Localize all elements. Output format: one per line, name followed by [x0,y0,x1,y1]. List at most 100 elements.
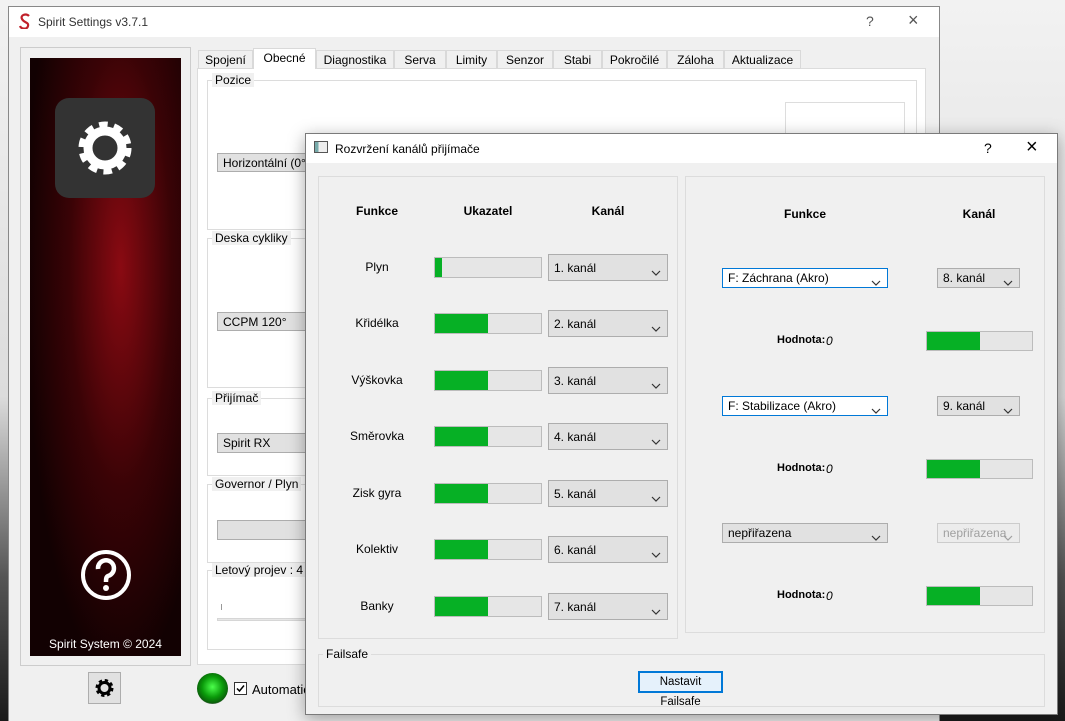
app-icon [17,13,33,30]
combobox-arrow [871,403,881,414]
combobox-arrow [651,321,661,332]
column-header: Kanál [962,207,996,221]
combobox[interactable]: nepřiřazena [722,523,888,543]
combobox-arrow [651,434,661,445]
tab[interactable]: Pokročilé [602,50,667,69]
function-label: Plyn [365,260,389,274]
value-label: Hodnota: [777,589,826,601]
level-fill [927,332,980,350]
combobox-text: 9. kanál [943,399,986,413]
column-header: Kanál [591,204,625,218]
combobox-arrow [871,275,881,286]
dialog-title-bar [306,134,1057,163]
tab[interactable]: Limity [446,50,497,69]
combobox-text: Horizontální (0°) [223,155,310,170]
combobox-text: nepřiřazena [728,526,792,540]
dialog [305,133,1058,715]
column-header: Funkce [355,204,398,218]
level-fill [435,597,488,616]
checkbox-label: Automatic [252,682,310,697]
group-title: Přijímač [212,391,262,405]
combobox-text: 7. kanál [554,599,597,614]
level-bar [434,596,542,617]
combobox-arrow [1003,275,1013,286]
function-label: Křidélka [355,316,399,330]
chevron [1003,535,1013,541]
level-bar [434,257,542,278]
chevron [1003,408,1013,414]
combobox[interactable]: F: Stabilizace (Akro) [722,396,888,416]
dialog-title: Rozvržení kanálů přijímače [335,142,480,156]
group-box [318,654,1045,707]
combobox-arrow [651,265,661,276]
chevron [651,270,661,276]
chevron [651,609,661,615]
tab[interactable]: Záloha [667,50,724,69]
tab[interactable]: Aktualizace [724,50,801,69]
checkbox[interactable] [234,682,247,695]
function-label: Kolektiv [355,542,399,556]
level-bar [434,426,542,447]
combobox[interactable]: 6. kanál [548,536,668,563]
column-header: Funkce [783,207,826,221]
combobox-text: CCPM 120° [223,314,287,329]
combobox[interactable]: 3. kanál [548,367,668,394]
level-fill [435,540,488,559]
combobox-text: 1. kanál [554,260,597,275]
combobox-text: 3. kanál [554,373,597,388]
combobox-text: Spirit RX [223,436,271,450]
combobox[interactable]: F: Záchrana (Akro) [722,268,888,288]
dialog-help[interactable]: ? [984,140,992,156]
help-icon [79,548,133,602]
level-fill [435,427,488,446]
level-bar [926,586,1033,606]
window-title: Spirit Settings v3.7.1 [38,15,149,29]
combobox-arrow [651,378,661,389]
level-bar [926,459,1033,479]
chevron [871,535,881,541]
dialog-close[interactable]: × [1026,136,1038,158]
level-fill [435,258,443,277]
combobox[interactable]: 7. kanál [548,593,668,620]
combobox[interactable]: 8. kanál [937,268,1020,288]
sidebar-footer: Spirit System © 2024 [49,637,162,651]
level-fill [435,484,488,503]
tab[interactable]: Spojení [198,50,253,69]
combobox-text: F: Záchrana (Akro) [728,271,829,285]
combobox-text: 5. kanál [554,486,597,501]
failsafe-button[interactable]: Nastavit Failsafe [638,671,723,708]
combobox[interactable]: 9. kanál [937,396,1020,416]
group-title: Failsafe [323,647,372,661]
level-fill [927,587,980,605]
tab[interactable]: Obecné [253,48,316,69]
combobox-text: F: Stabilizace (Akro) [728,399,837,413]
function-label: Výškovka [351,373,403,387]
level-fill [927,460,980,478]
combobox[interactable]: 4. kanál [548,423,668,450]
combobox[interactable]: nepřiřazena [937,523,1020,543]
combobox[interactable]: 2. kanál [548,310,668,337]
tab[interactable]: Serva [394,50,446,69]
tab[interactable]: Stabi [553,50,602,69]
chevron [651,552,661,558]
status-led [197,673,228,704]
function-label: Zisk gyra [352,486,402,500]
level-fill [435,371,488,390]
tab[interactable]: Senzor [497,50,553,69]
chevron [651,439,661,445]
settings-button[interactable] [88,672,121,704]
tab[interactable]: Diagnostika [316,50,394,69]
chevron [871,280,881,286]
close-button[interactable]: × [908,10,919,30]
dialog-icon [314,141,328,153]
combobox-arrow [651,491,661,502]
value-number: 0 [826,334,833,348]
help-button[interactable]: ? [866,13,874,29]
combobox[interactable]: 1. kanál [548,254,668,281]
title-bar [9,7,939,37]
combobox[interactable]: 5. kanál [548,480,668,507]
group-title: Deska cykliky [212,231,291,245]
chevron [651,326,661,332]
level-bar [434,483,542,504]
